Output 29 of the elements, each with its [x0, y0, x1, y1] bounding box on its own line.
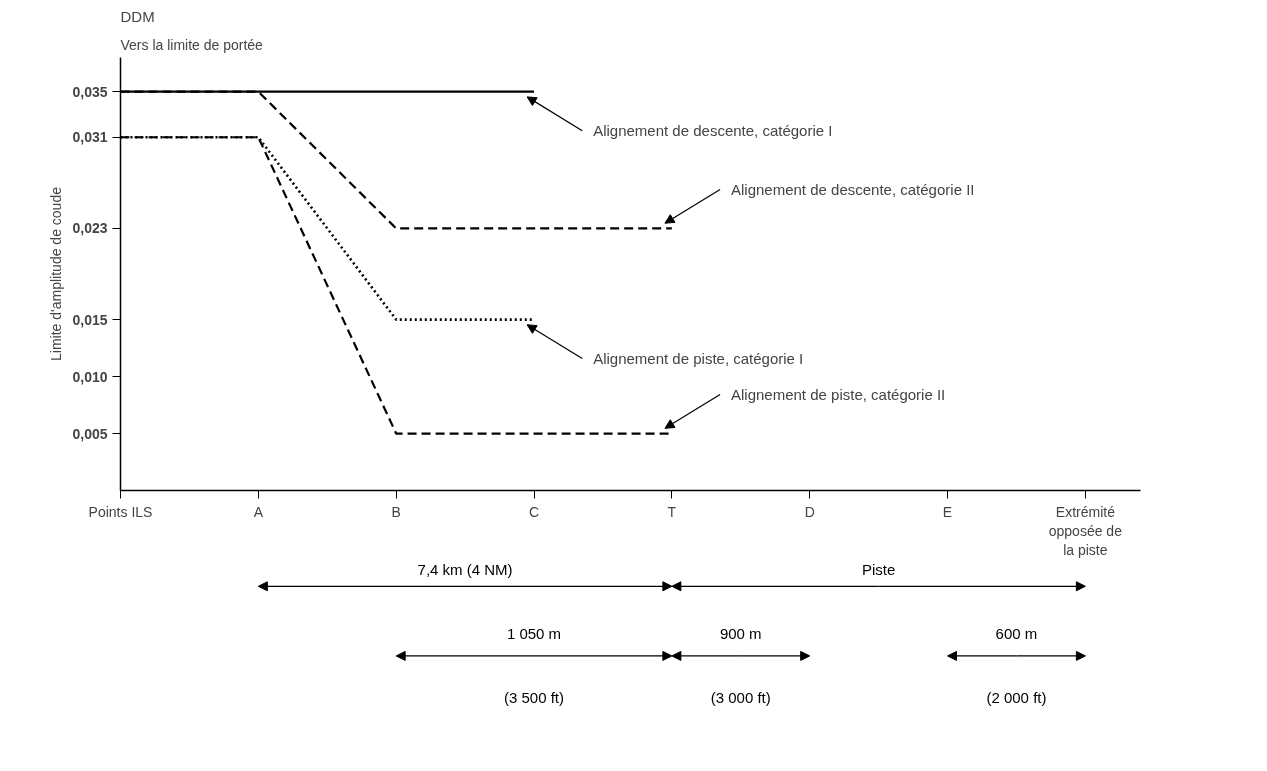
text: 900 m: [719, 625, 762, 643]
x-tick-label: C: [528, 503, 540, 520]
text: 7,4 km (4 NM): [417, 561, 513, 579]
text: (3 000 ft): [710, 688, 771, 706]
text: (2 000 ft): [986, 688, 1047, 706]
y-tick-label: 0,023: [72, 220, 108, 237]
chart-subtitle: Vers la limite de portée: [120, 36, 264, 53]
chart-title: DDM: [120, 7, 155, 25]
x-tick-label: T: [667, 503, 677, 520]
text: 600 m: [995, 625, 1038, 643]
text: 1 050 m: [506, 625, 562, 643]
y-tick-label: 0,031: [72, 129, 108, 146]
y-tick-label: 0,015: [72, 311, 108, 328]
text: Alignement de descente, catégorie I: [593, 122, 833, 140]
text: (3 500 ft): [504, 688, 565, 706]
x-tick-label: B: [391, 503, 401, 520]
y-tick-label: 0,010: [72, 368, 108, 385]
y-axis-title: Limite d'amplitude de coude: [48, 186, 65, 361]
text: Alignement de piste, catégorie I: [593, 350, 804, 368]
text: Piste: [861, 561, 896, 579]
y-tick-label: 0,005: [72, 425, 108, 442]
x-tick-label: E: [942, 503, 953, 520]
x-tick-label: A: [253, 503, 264, 520]
y-tick-label: 0,035: [72, 83, 108, 100]
text: Alignement de descente, catégorie II: [730, 180, 975, 198]
x-tick-label: Points ILS: [88, 503, 153, 520]
text: Alignement de piste, catégorie II: [730, 386, 946, 404]
x-tick-label: D: [804, 503, 815, 520]
x-tick-label: Extrémité opposée de la piste: [1048, 503, 1123, 558]
